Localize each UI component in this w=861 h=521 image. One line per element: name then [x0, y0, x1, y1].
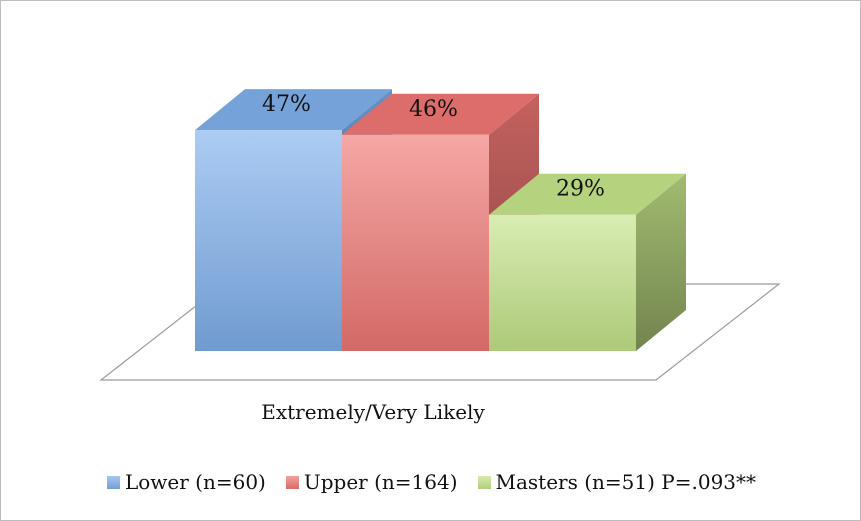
bar-side-2 [636, 173, 686, 351]
legend-label-2: Masters (n=51) P=.093** [495, 470, 757, 494]
bar-2 [489, 214, 636, 351]
data-label-0: 47% [262, 92, 311, 117]
bar-top-1 [342, 93, 539, 135]
legend-label-0: Lower (n=60) [124, 470, 266, 494]
bar-1 [342, 134, 489, 351]
legend-item-0: Lower (n=60) [106, 470, 266, 494]
legend-swatch-1 [285, 475, 299, 489]
bar-0 [195, 130, 342, 351]
data-label-1: 46% [409, 97, 458, 122]
bar-top-0 [195, 89, 392, 131]
category-label: Extremely/Very Likely [261, 400, 485, 424]
data-label-2: 29% [556, 177, 605, 202]
legend-label-1: Upper (n=164) [303, 470, 458, 494]
bars-layer: 47% 46% 29% [195, 89, 686, 352]
legend-swatch-2 [477, 475, 491, 489]
legend: Lower (n=60) Upper (n=164) Masters (n=51) … [1, 470, 860, 494]
bar-top-2 [489, 173, 686, 215]
legend-item-1: Upper (n=164) [285, 470, 458, 494]
legend-item-2: Masters (n=51) P=.093** [477, 470, 757, 494]
legend-swatch-0 [106, 475, 120, 489]
